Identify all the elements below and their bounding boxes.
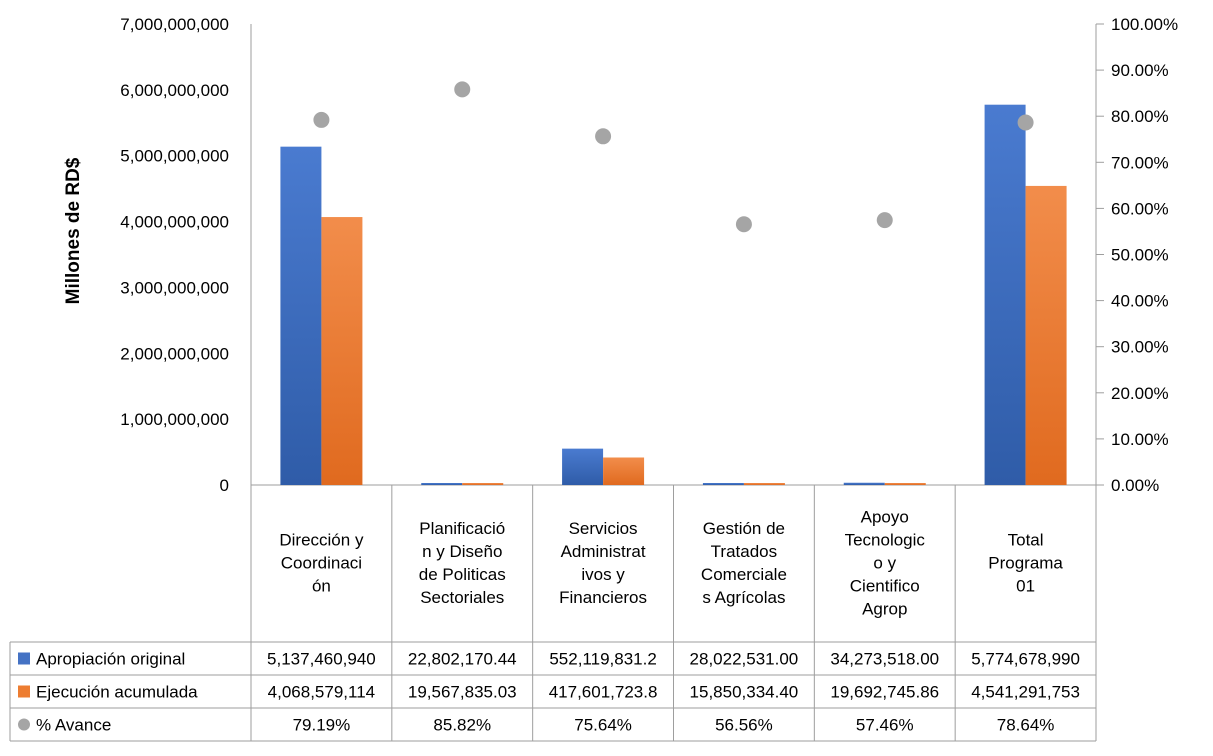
avance-point: [454, 81, 471, 98]
avance-point: [313, 111, 330, 128]
table-cell-value: 78.64%: [997, 716, 1055, 735]
category-label: Gestión de: [703, 519, 785, 538]
category-label: Coordinaci: [281, 554, 362, 573]
category-label: o y: [873, 554, 896, 573]
table-cell-value: 552,119,831.2: [549, 650, 656, 669]
table-cell-value: 56.56%: [715, 716, 773, 735]
category-label: Servicios: [569, 519, 638, 538]
primary-tick-label: 2,000,000,000: [120, 344, 229, 363]
bar-ejecucion: [321, 217, 363, 486]
table-cell-value: 22,802,170.44: [408, 650, 517, 669]
legend-series-name: % Avance: [36, 716, 111, 735]
table-cell-value: 19,567,835.03: [408, 683, 517, 702]
category-label: ivos y: [581, 565, 625, 584]
secondary-tick-label: 50.00%: [1111, 246, 1169, 265]
table-cell-value: 5,137,460,940: [267, 650, 376, 669]
secondary-tick-label: 80.00%: [1111, 107, 1169, 126]
primary-tick-label: 4,000,000,000: [120, 213, 229, 232]
y-axis-label: Millones de RD$: [63, 157, 84, 304]
primary-tick-label: 5,000,000,000: [120, 147, 229, 166]
primary-tick-label: 1,000,000,000: [120, 410, 229, 429]
category-label: s Agrícolas: [702, 588, 785, 607]
bar-apropiacion: [280, 146, 322, 485]
category-label: Planificació: [419, 519, 505, 538]
legend-key-apropiacion: [18, 652, 30, 665]
bar-apropiacion: [562, 448, 604, 485]
legend-series-name: Apropiación original: [36, 650, 185, 669]
table-cell-value: 34,273,518.00: [830, 650, 939, 669]
category-label: Tecnologic: [845, 531, 926, 550]
category-label: Tratados: [711, 542, 777, 561]
bar-ejecucion: [603, 457, 645, 485]
bar-ejecucion: [743, 483, 785, 485]
legend-key-avance: [18, 718, 30, 731]
primary-tick-label: 0: [220, 476, 229, 495]
legend-key-ejecucion: [18, 685, 30, 698]
avance-point: [735, 216, 752, 233]
table-cell-value: 79.19%: [293, 716, 351, 735]
table-cell-value: 57.46%: [856, 716, 914, 735]
primary-tick-label: 6,000,000,000: [120, 81, 229, 100]
category-label: Apoyo: [861, 508, 909, 527]
secondary-tick-label: 40.00%: [1111, 292, 1169, 311]
category-label: Financieros: [559, 588, 647, 607]
bar-ejecucion: [1025, 185, 1067, 485]
primary-tick-label: 7,000,000,000: [120, 15, 229, 34]
table-cell-value: 28,022,531.00: [690, 650, 799, 669]
bar-apropiacion: [984, 104, 1026, 486]
category-label: n y Diseño: [422, 542, 502, 561]
category-label: Sectoriales: [420, 588, 504, 607]
avance-point: [876, 212, 893, 229]
category-label: Administrat: [561, 542, 646, 561]
bar-apropiacion: [843, 482, 885, 485]
secondary-tick-label: 90.00%: [1111, 61, 1169, 80]
secondary-tick-label: 70.00%: [1111, 153, 1169, 172]
legend-series-name: Ejecución acumulada: [36, 683, 198, 702]
category-label: Cientifico: [850, 577, 920, 596]
bar-ejecucion: [462, 483, 504, 485]
table-cell-value: 417,601,723.8: [549, 683, 658, 702]
primary-tick-label: 3,000,000,000: [120, 278, 229, 297]
bar-apropiacion: [702, 483, 744, 485]
category-label: Comerciale: [701, 565, 787, 584]
secondary-tick-label: 30.00%: [1111, 338, 1169, 357]
table-cell-value: 4,541,291,753: [971, 683, 1080, 702]
axes: 0 1,000,000,000 2,000,000,000 3,000,000,000…: [120, 15, 1178, 741]
table-cell-value: 75.64%: [574, 716, 632, 735]
data-table: Apropiación original 5,137,460,940 22,802,…: [9, 641, 1096, 742]
bars: [280, 104, 1067, 486]
category-label: Total: [1008, 531, 1044, 550]
avance-point: [1017, 114, 1034, 131]
secondary-tick-label: 0.00%: [1111, 476, 1159, 495]
category-label: Programa: [988, 554, 1063, 573]
table-cell-value: 19,692,745.86: [830, 683, 939, 702]
avance-points: [313, 81, 1034, 233]
table-cell-value: 15,850,334.40: [690, 683, 799, 702]
category-label: Agrop: [862, 600, 907, 619]
category-label: 01: [1016, 577, 1035, 596]
table-cell-value: 4,068,579,114: [268, 683, 375, 702]
secondary-tick-label: 20.00%: [1111, 384, 1169, 403]
table-cell-value: 85.82%: [433, 716, 491, 735]
secondary-tick-label: 10.00%: [1111, 430, 1169, 449]
avance-point: [595, 128, 612, 145]
category-label: Dirección y: [279, 531, 364, 550]
bar-apropiacion: [421, 483, 463, 485]
category-label: ón: [312, 577, 331, 596]
category-label: de Politicas: [419, 565, 506, 584]
category-labels: Dirección y Coordinaci ón Planificació n y D…: [279, 508, 1063, 619]
table-cell-value: 5,774,678,990: [971, 650, 1080, 669]
secondary-tick-label: 100.00%: [1111, 15, 1178, 34]
bar-ejecucion: [884, 483, 926, 485]
secondary-tick-label: 60.00%: [1111, 199, 1169, 218]
